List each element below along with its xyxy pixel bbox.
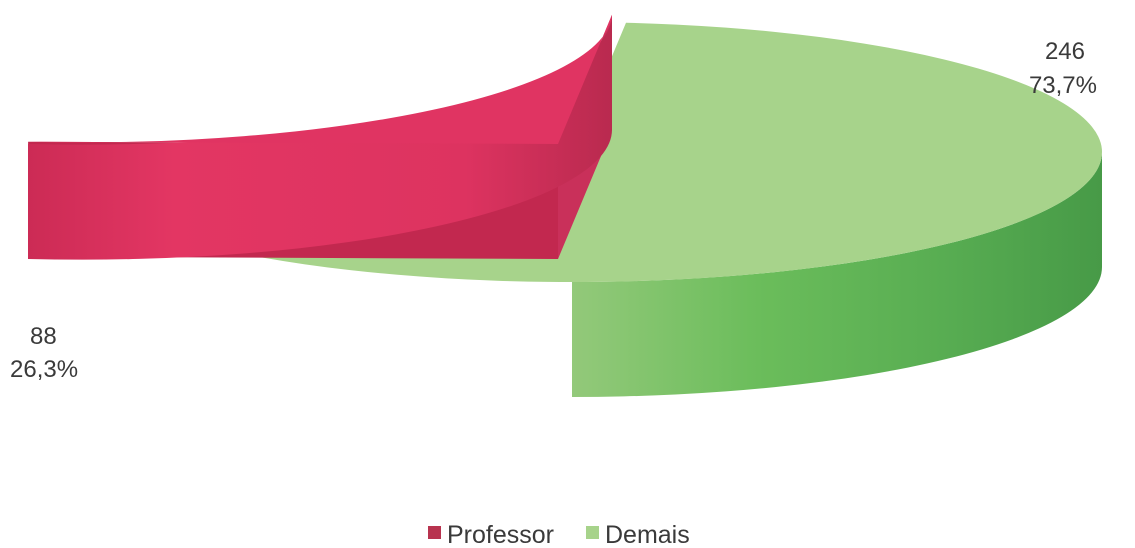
data-label-demais-value: 246 [1045, 38, 1085, 65]
legend-swatch-professor [428, 526, 441, 539]
legend-label-professor: Professor [447, 521, 554, 548]
pie-slices [28, 14, 1103, 397]
slice-top-professor [28, 14, 613, 145]
legend-label-demais: Demais [605, 521, 690, 548]
legend-swatch-demais [586, 526, 599, 539]
data-label-demais-percent: 73,7% [1029, 72, 1097, 99]
data-label-professor-value: 88 [30, 323, 57, 350]
legend: Professor Demais [428, 521, 690, 548]
data-label-professor-percent: 26,3% [10, 356, 78, 383]
slice-side-demais [572, 152, 1102, 397]
